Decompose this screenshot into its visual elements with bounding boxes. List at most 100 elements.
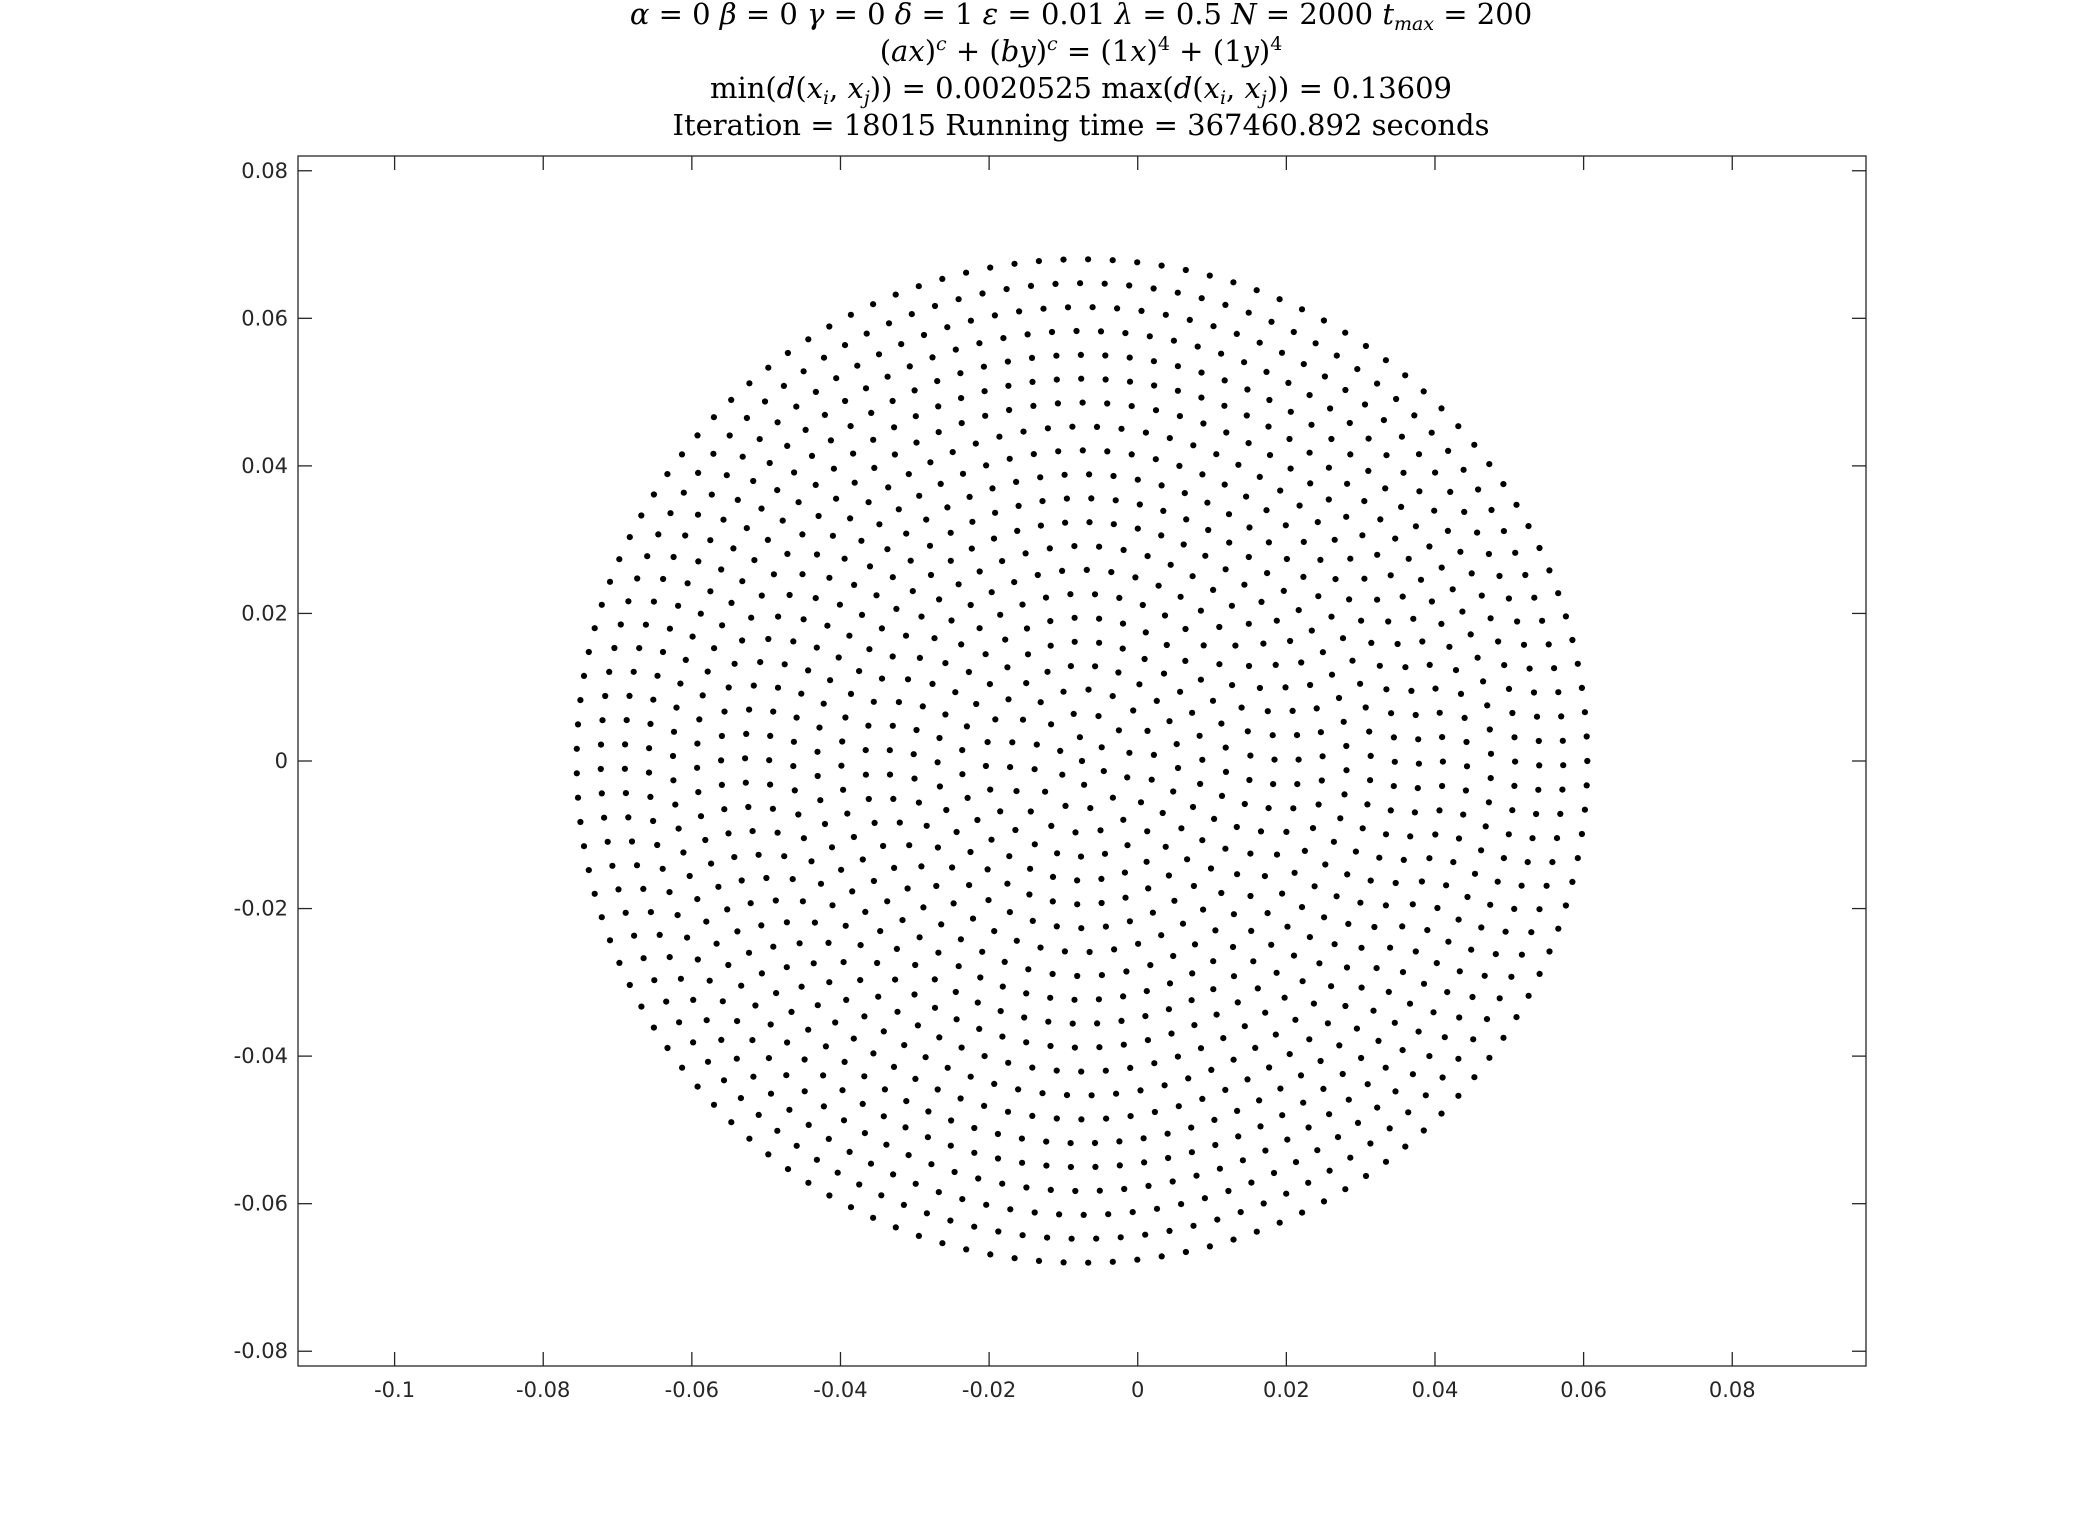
- data-point: [1273, 851, 1281, 858]
- data-point: [1410, 615, 1417, 622]
- data-point: [858, 537, 865, 544]
- data-point: [591, 890, 598, 897]
- data-point: [964, 794, 971, 802]
- data-point: [936, 783, 944, 790]
- data-point: [1234, 871, 1241, 878]
- data-point: [1142, 629, 1149, 636]
- data-point: [1436, 807, 1443, 814]
- data-point: [1141, 655, 1148, 663]
- data-point: [968, 545, 975, 552]
- data-point: [626, 692, 633, 700]
- data-point: [598, 790, 605, 797]
- data-point: [1095, 713, 1102, 720]
- data-point: [810, 960, 817, 967]
- data-point: [1247, 752, 1254, 759]
- data-point: [1053, 1115, 1060, 1122]
- data-point: [1043, 1162, 1050, 1169]
- data-point: [1230, 1056, 1237, 1063]
- data-point: [1241, 800, 1248, 808]
- data-point: [1183, 516, 1190, 523]
- data-point: [1086, 519, 1093, 526]
- data-point: [645, 769, 653, 776]
- data-point: [1520, 641, 1528, 648]
- data-point: [1293, 732, 1301, 739]
- data-point: [647, 793, 654, 801]
- data-point: [1098, 744, 1105, 751]
- data-point: [1206, 1243, 1213, 1250]
- data-point: [1345, 920, 1352, 928]
- data-point: [1424, 927, 1431, 934]
- data-point: [846, 632, 853, 639]
- data-point: [883, 1141, 890, 1148]
- data-point: [1488, 506, 1495, 514]
- data-point: [1314, 519, 1321, 526]
- data-point: [1361, 498, 1368, 505]
- data-point: [1300, 573, 1307, 581]
- data-point: [863, 330, 870, 337]
- data-point: [1222, 845, 1229, 852]
- data-point: [1185, 1075, 1192, 1082]
- data-point: [1245, 620, 1252, 627]
- data-point: [1151, 382, 1158, 389]
- data-point: [615, 886, 622, 893]
- data-point: [1501, 662, 1508, 669]
- data-point: [1300, 1099, 1307, 1106]
- data-point: [885, 484, 892, 491]
- data-point: [774, 684, 782, 691]
- data-point: [1387, 572, 1394, 579]
- data-point: [842, 714, 849, 721]
- data-point: [1080, 1211, 1087, 1218]
- data-point: [890, 795, 897, 803]
- data-point: [1047, 1186, 1054, 1193]
- data-point: [1241, 359, 1248, 366]
- data-point: [840, 959, 847, 966]
- data-point: [1265, 805, 1272, 812]
- data-point: [1023, 1184, 1030, 1191]
- data-point: [1422, 1092, 1429, 1099]
- data-point: [1062, 519, 1069, 526]
- data-point: [821, 820, 829, 828]
- data-point: [1109, 693, 1116, 700]
- data-point: [725, 830, 732, 837]
- data-point: [1123, 968, 1130, 975]
- data-point: [1327, 405, 1334, 412]
- data-point: [931, 635, 938, 642]
- data-point: [925, 1108, 932, 1115]
- x-tick-label: -0.1: [374, 1378, 415, 1402]
- data-point: [943, 806, 950, 814]
- data-point: [915, 1232, 923, 1239]
- data-point: [826, 979, 833, 986]
- data-point: [1113, 1090, 1120, 1097]
- data-point: [1412, 523, 1419, 530]
- data-point: [1245, 440, 1252, 447]
- data-point: [663, 998, 670, 1005]
- data-point: [840, 1117, 848, 1124]
- data-point: [898, 341, 905, 348]
- data-point: [1382, 902, 1389, 909]
- data-point: [769, 805, 777, 812]
- data-point: [1405, 1109, 1412, 1116]
- data-point: [1222, 744, 1229, 751]
- data-point: [684, 934, 691, 941]
- data-point: [982, 412, 989, 419]
- data-point: [812, 481, 819, 488]
- data-point: [1486, 461, 1493, 468]
- data-point: [682, 656, 689, 664]
- data-point: [1513, 1014, 1520, 1021]
- data-point: [1364, 801, 1371, 808]
- data-point: [585, 648, 592, 656]
- data-point: [633, 862, 641, 869]
- title-line-4: Iteration = 18015 Running time = 367460.…: [673, 108, 1490, 142]
- data-point: [1377, 516, 1384, 523]
- data-point: [967, 1073, 974, 1080]
- data-point: [890, 1063, 898, 1070]
- data-point: [1170, 952, 1177, 960]
- data-point: [1536, 762, 1543, 769]
- data-point: [1067, 663, 1074, 670]
- data-point: [799, 531, 806, 538]
- data-point: [1247, 850, 1254, 857]
- data-point: [903, 1098, 910, 1105]
- data-point: [1533, 713, 1541, 720]
- data-point: [1306, 449, 1313, 456]
- data-point: [1019, 601, 1026, 608]
